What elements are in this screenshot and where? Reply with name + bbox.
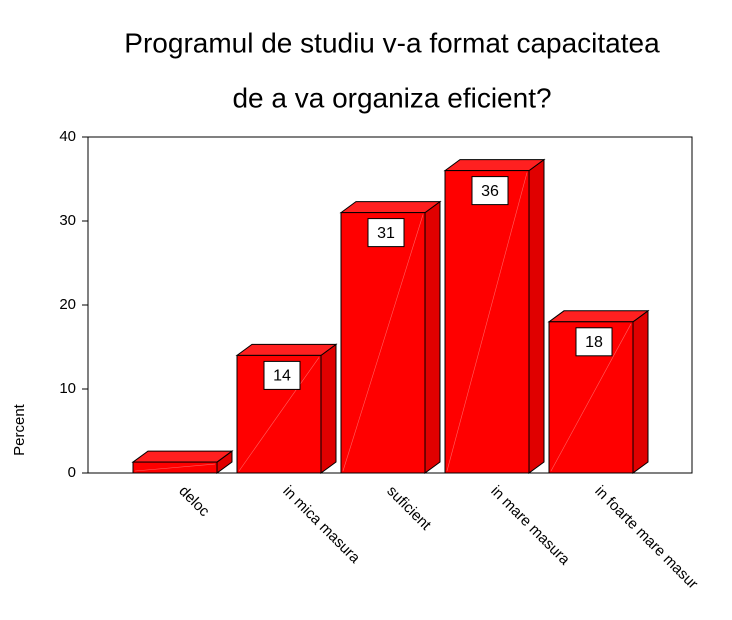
bar-shine bbox=[550, 323, 632, 472]
x-tick-label: in mare masura bbox=[487, 483, 573, 569]
y-tick-label: 10 bbox=[59, 380, 76, 397]
bar-top bbox=[131, 450, 234, 463]
bar-side bbox=[320, 343, 337, 474]
value-label-box bbox=[471, 176, 509, 206]
bar-shine bbox=[446, 172, 528, 472]
bar-top bbox=[339, 201, 442, 214]
y-axis-label: Percent bbox=[11, 403, 28, 456]
value-label-box bbox=[575, 327, 613, 357]
x-tick-label: in mica masura bbox=[279, 483, 363, 567]
bar-side bbox=[632, 309, 649, 474]
value-label: 18 bbox=[585, 334, 603, 351]
bar-shine bbox=[342, 214, 424, 472]
value-label: 14 bbox=[273, 368, 291, 385]
bar bbox=[340, 212, 426, 474]
value-label-box bbox=[367, 218, 405, 248]
y-tick-label: 0 bbox=[68, 464, 76, 481]
chart-title: Programul de studiu v-a format capacitat… bbox=[124, 27, 660, 58]
bar-top bbox=[443, 159, 546, 172]
x-tick-label: deloc bbox=[175, 483, 213, 521]
y-tick-label: 40 bbox=[59, 128, 76, 145]
value-label: 31 bbox=[377, 225, 395, 242]
value-label: 36 bbox=[481, 183, 499, 200]
y-tick-label: 30 bbox=[59, 212, 76, 229]
x-tick-label: in foarte mare masur bbox=[591, 483, 701, 593]
bar-side bbox=[528, 158, 545, 474]
bar-shine bbox=[238, 357, 320, 472]
y-tick-label: 20 bbox=[59, 296, 76, 313]
bar-side bbox=[424, 200, 441, 474]
bar-shine bbox=[134, 463, 216, 472]
bar-top bbox=[547, 310, 650, 323]
x-tick-label: suficient bbox=[383, 483, 435, 535]
bar-top bbox=[235, 343, 338, 356]
value-label-box bbox=[263, 360, 301, 390]
chart-title: de a va organiza eficient? bbox=[232, 82, 551, 113]
